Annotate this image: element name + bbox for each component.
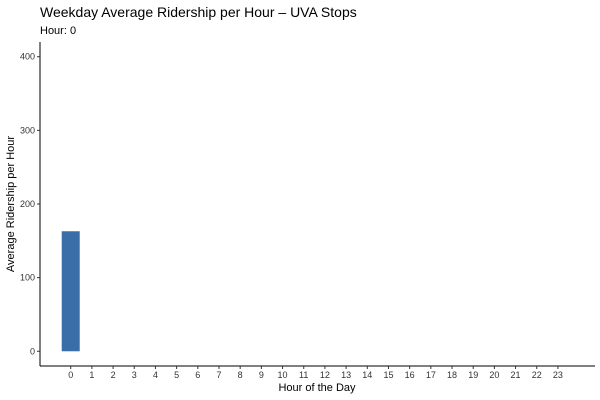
x-tick-label: 5 xyxy=(174,370,179,380)
chart-title: Weekday Average Ridership per Hour – UVA… xyxy=(40,4,357,20)
y-axis-title: Average Ridership per Hour xyxy=(5,136,17,272)
x-tick-label: 1 xyxy=(89,370,94,380)
x-tick-label: 2 xyxy=(111,370,116,380)
chart-subtitle: Hour: 0 xyxy=(40,25,77,37)
x-tick-label: 0 xyxy=(68,370,73,380)
x-tick-label: 11 xyxy=(299,370,308,380)
x-tick-label: 22 xyxy=(532,370,542,380)
x-tick-label: 15 xyxy=(383,370,393,380)
x-axis-title: Hour of the Day xyxy=(278,382,356,394)
y-tick-label: 400 xyxy=(20,52,35,62)
x-tick-label: 8 xyxy=(238,370,243,380)
x-tick-label: 19 xyxy=(468,370,478,380)
y-tick-label: 200 xyxy=(20,199,35,209)
x-tick-label: 9 xyxy=(259,370,264,380)
bar-hour-0 xyxy=(61,231,80,352)
x-tick-label: 7 xyxy=(216,370,221,380)
y-tick-label: 100 xyxy=(20,273,35,283)
x-tick-label: 4 xyxy=(153,370,158,380)
bars-group xyxy=(61,231,80,352)
x-tick-label: 3 xyxy=(132,370,137,380)
x-tick-label: 17 xyxy=(426,370,436,380)
x-tick-label: 14 xyxy=(362,370,372,380)
x-tick-label: 6 xyxy=(195,370,200,380)
x-tick-label: 16 xyxy=(405,370,415,380)
x-tick-label: 18 xyxy=(447,370,457,380)
x-tick-label: 12 xyxy=(320,370,330,380)
y-tick-label: 0 xyxy=(30,346,35,356)
x-tick-label: 21 xyxy=(511,370,521,380)
x-tick-label: 20 xyxy=(489,370,499,380)
x-tick-label: 10 xyxy=(278,370,288,380)
y-tick-label: 300 xyxy=(20,125,35,135)
x-tick-label: 13 xyxy=(341,370,351,380)
x-tick-label: 23 xyxy=(553,370,563,380)
